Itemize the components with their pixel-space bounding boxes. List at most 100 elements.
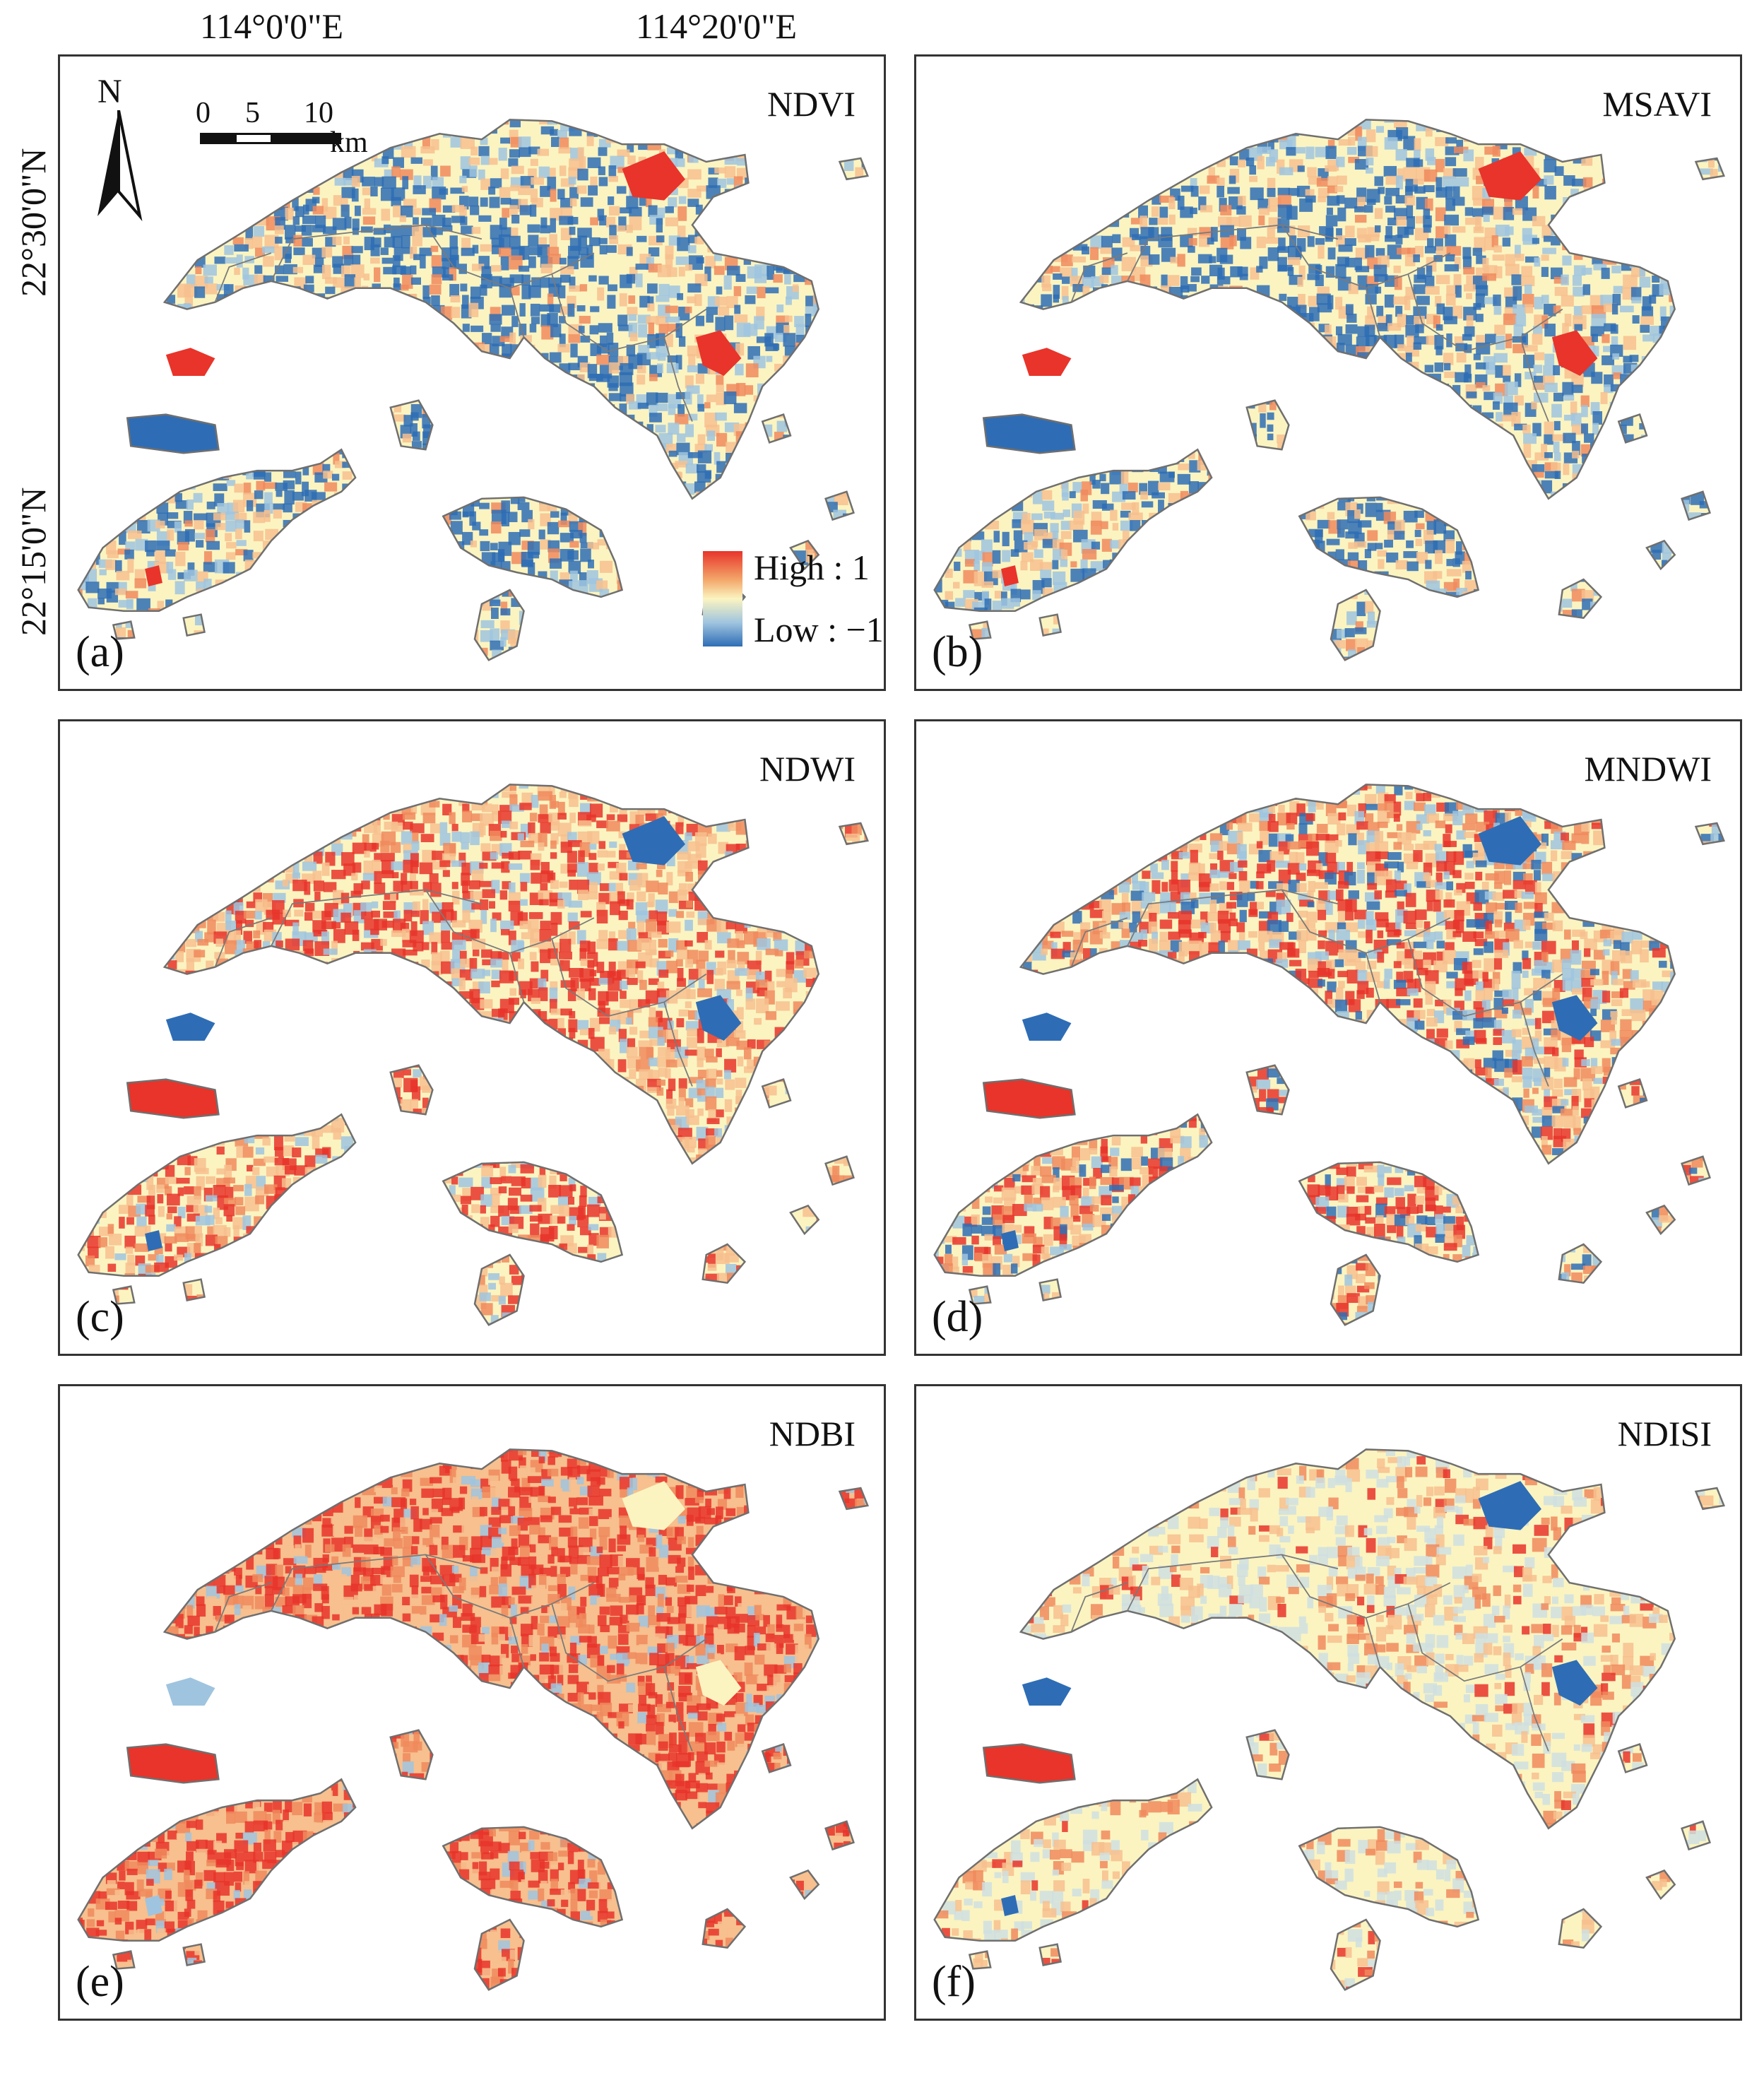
district-boundary	[1365, 288, 1381, 338]
panel-letter: (d)	[932, 1292, 983, 1342]
coastline	[1617, 413, 1648, 444]
coastline	[1298, 1161, 1480, 1263]
region-airport	[127, 414, 219, 454]
coastline	[824, 490, 855, 521]
coastline	[126, 413, 220, 454]
district-boundary	[271, 1554, 483, 1612]
north-label: N	[97, 72, 122, 111]
coastline	[1694, 822, 1725, 846]
coastline	[761, 413, 792, 444]
lat-label-22-30: 22°30'0"N	[13, 148, 54, 297]
district-boundary	[509, 288, 525, 338]
coastline	[702, 1243, 747, 1284]
coastline	[761, 1078, 792, 1109]
map-panel-e: NDBI (e)	[58, 1384, 886, 2021]
coastline	[1330, 1918, 1381, 1991]
coastline	[473, 1253, 525, 1326]
region-lantauSpot	[1001, 1230, 1019, 1251]
coastline	[162, 1448, 820, 1830]
legend-color-ramp	[703, 551, 742, 646]
coastline	[1019, 119, 1676, 500]
district-boundary	[271, 889, 483, 947]
coastline	[1558, 1908, 1603, 1949]
region-airport	[983, 1744, 1075, 1783]
coastline	[838, 157, 869, 181]
map-panel-c: NDWI (c)	[58, 719, 886, 1356]
coastline	[933, 448, 1213, 612]
district-boundary	[214, 917, 272, 968]
panel-title: MSAVI	[1602, 83, 1712, 124]
region-lantauSpot	[1001, 565, 1019, 586]
coastline	[112, 1285, 136, 1305]
coastline	[473, 1918, 525, 1991]
region-airport	[983, 414, 1075, 454]
district-boundary	[1407, 273, 1563, 353]
coastline	[968, 620, 992, 640]
panel-letter: (f)	[932, 1957, 976, 2007]
coastline	[982, 1743, 1076, 1784]
district-boundary	[1127, 224, 1339, 282]
panel-letter: (a)	[76, 627, 124, 678]
map-panel-d: MNDWI (d)	[914, 719, 1742, 1356]
scale-bar-graphic	[200, 133, 341, 144]
coastline	[1617, 1743, 1648, 1773]
district-boundary	[214, 252, 272, 303]
coastline	[982, 413, 1076, 454]
coastline	[112, 1950, 136, 1970]
coastline	[1038, 1943, 1062, 1966]
coastline	[789, 1204, 820, 1236]
coastline	[182, 1278, 206, 1301]
district-boundary	[1407, 938, 1563, 1017]
coastline	[389, 1729, 434, 1780]
region-westbay	[165, 1677, 215, 1706]
map-raster	[933, 1448, 1725, 1991]
scale-tick-10: 10	[304, 96, 333, 130]
map-raster	[77, 1448, 869, 1991]
coastline	[838, 822, 869, 846]
region-westbay	[165, 1012, 215, 1041]
coastline	[162, 784, 820, 1165]
panel-letter: (b)	[932, 627, 983, 678]
coastline	[789, 1869, 820, 1901]
panel-title: MNDWI	[1584, 748, 1712, 789]
coastline	[761, 1743, 792, 1773]
region-lantauSpot	[145, 1230, 162, 1251]
coastline	[1645, 539, 1676, 571]
coastline	[838, 1487, 869, 1511]
region-reservoir2	[695, 1660, 742, 1706]
map-raster	[77, 119, 869, 661]
coastline	[1681, 1820, 1711, 1851]
district-boundary	[551, 1603, 707, 1682]
district-boundary	[214, 1582, 272, 1633]
region-reservoir2	[1551, 330, 1598, 376]
region-airport	[127, 1744, 219, 1783]
district-boundary	[509, 952, 525, 1003]
coastline	[968, 1950, 992, 1970]
coastline	[1245, 1064, 1290, 1116]
region-reservoir2	[695, 995, 742, 1041]
district-boundary	[1070, 917, 1128, 968]
region-westbay	[1022, 1677, 1072, 1706]
district-boundary	[1070, 1582, 1128, 1633]
region-reservoir	[1478, 816, 1541, 866]
coastline	[824, 1155, 855, 1186]
district-boundary	[271, 224, 483, 282]
district-boundary	[1520, 1002, 1549, 1087]
coastline	[126, 1743, 220, 1784]
coastline	[1019, 1448, 1676, 1830]
coastline	[1681, 490, 1711, 521]
coastline	[1558, 578, 1603, 619]
coastline	[1298, 1826, 1480, 1928]
coastline	[112, 620, 136, 640]
panel-letter: (c)	[76, 1292, 124, 1342]
coastline	[1019, 784, 1676, 1165]
coastline	[933, 1778, 1213, 1942]
coastline	[933, 1113, 1213, 1277]
coastline	[1694, 1487, 1725, 1511]
scale-tick-5: 5	[245, 96, 260, 130]
coastline	[77, 448, 357, 612]
coastline	[77, 1113, 357, 1277]
legend-low: Low : −1	[754, 609, 884, 650]
coastline	[1298, 496, 1480, 598]
district-boundary	[663, 337, 693, 422]
